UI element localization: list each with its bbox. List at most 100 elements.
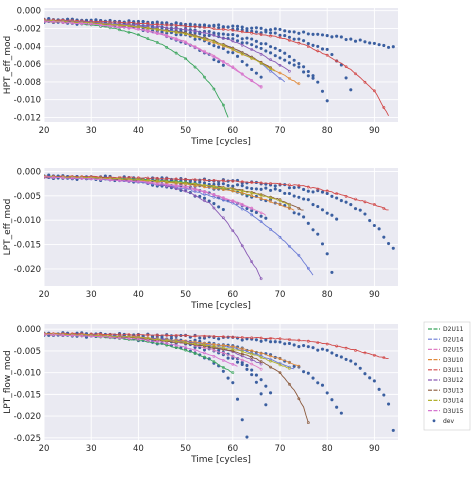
series-marker-d3u15 [184,186,188,189]
series-marker-d3u14 [184,340,188,344]
dev-point [235,39,240,43]
series-marker-d3u10 [278,71,282,75]
x-tick-label: 70 [275,290,286,300]
dev-point [358,208,362,212]
dev-point [207,29,211,34]
series-marker-d3u11 [250,31,254,35]
series-marker-d3u15 [136,27,140,31]
x-tick-label: 80 [322,126,333,136]
x-tick-label: 40 [133,444,144,454]
series-marker-d3u15 [80,334,84,338]
series-marker-d3u12 [184,27,188,31]
series-marker-d3u11 [221,335,225,339]
dev-point [259,75,263,79]
dev-point [330,52,334,57]
dev-point [358,366,362,370]
series-marker-d3u11 [174,334,178,337]
series-marker-d3u11 [165,177,169,181]
series-marker-d2u11 [155,341,159,345]
dev-point [292,37,296,41]
dev-point [325,191,329,195]
dev-point [264,403,268,407]
dev-point [368,219,372,223]
series-marker-d3u15 [174,38,178,41]
dev-point [306,32,310,36]
series-marker-d3u14 [193,342,197,346]
dev-point [292,211,296,215]
series-marker-d2u14 [269,69,272,73]
dev-point [250,43,254,47]
legend-box [423,321,471,431]
series-marker-d3u15 [165,34,169,38]
series-marker-d3u14 [203,184,206,187]
dev-point [306,69,310,74]
series-marker-d3u15 [61,176,65,180]
series-marker-d3u15 [52,333,55,337]
dev-point [278,56,282,60]
dev-point [221,63,225,67]
dev-point [212,202,216,206]
dev-point [259,392,263,396]
series-marker-d3u14 [259,193,263,197]
x-tick-label: 60 [227,126,238,136]
series-marker-d3u15 [61,21,65,24]
series-marker-d3u15 [52,176,55,179]
series-marker-d3u11 [269,337,272,340]
dev-point [311,74,315,78]
series-marker-d3u15 [221,196,225,200]
y-tick-label: 0.000 [17,325,41,335]
dev-point [320,242,325,246]
dev-point [217,32,221,36]
dev-point [259,46,263,50]
series-marker-d3u12 [193,194,197,198]
dev-point [269,51,273,55]
series-marker-d3u12 [165,26,169,29]
dev-point [349,88,353,92]
dev-point [292,58,296,62]
series-marker-d3u15 [70,334,74,337]
dev-point [231,184,235,188]
series-marker-d3u15 [184,41,188,45]
dev-point [325,348,329,352]
series-marker-d3u10 [269,354,272,358]
series-marker-d3u11 [316,49,320,53]
series-marker-d3u11 [259,336,263,340]
series-marker-d3u15 [203,50,206,54]
dev-point [221,32,225,36]
series-marker-d3u15 [165,183,169,187]
series-marker-d3u15 [44,175,46,179]
series-marker-d3u12 [203,31,206,35]
dev-point [382,43,386,48]
dev-point [141,20,145,24]
dev-point [335,217,339,221]
dev-point [231,381,235,385]
dev-point [316,80,320,84]
series-marker-d2u11 [231,371,235,375]
dev-point [202,181,207,185]
series-marker-d3u11 [136,333,140,337]
dev-point [245,435,249,439]
series-marker-d3u12 [221,36,225,40]
dev-point [297,195,301,199]
y-tick-label: -0.006 [14,60,41,70]
dev-point [320,347,325,351]
series-marker-d3u15 [136,180,140,184]
series-marker-d3u11 [278,35,282,39]
series-line-d3u15 [44,176,252,209]
dev-point [226,25,230,29]
series-marker-d3u11 [306,339,310,343]
dev-point [297,212,301,216]
series-line-d3u14 [44,333,290,369]
dev-point [217,60,221,64]
y-tick-label: 0.000 [17,167,41,177]
dev-point [335,405,339,409]
series-marker-d3u15 [44,333,46,336]
series-marker-d3u13 [297,397,301,401]
dev-point [198,180,202,184]
legend-label: D2U11 [443,326,464,333]
series-marker-d3u14 [155,28,159,31]
series-marker-d2u11 [136,33,140,37]
dev-point [269,45,273,49]
series-marker-d3u14 [136,336,140,339]
series-marker-d3u11 [335,59,339,63]
